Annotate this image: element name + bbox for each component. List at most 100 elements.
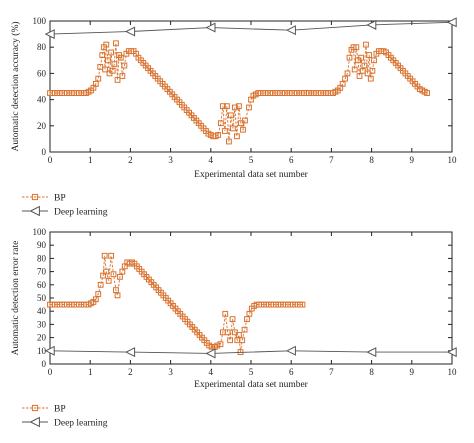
- y-tick-label: 80: [37, 253, 47, 263]
- legend-label-dl: Deep learning: [54, 208, 108, 218]
- bp-point: [353, 44, 360, 51]
- y-tick-label: 60: [37, 68, 47, 78]
- bp-point: [344, 70, 351, 77]
- x-tick-label: 10: [448, 155, 458, 165]
- series-dl: [44, 345, 457, 359]
- y-tick-label: 90: [37, 240, 47, 250]
- bp-point: [100, 272, 106, 279]
- x-tick-label: 7: [329, 367, 334, 377]
- bp-point: [95, 291, 102, 297]
- bp-point: [101, 252, 108, 259]
- bp-point: [95, 75, 102, 82]
- y-tick-label: 100: [33, 227, 47, 237]
- bp-point: [361, 62, 368, 69]
- x-tick-label: 10: [448, 367, 458, 377]
- bp-point: [217, 341, 224, 348]
- bp-point: [222, 310, 229, 317]
- bp-point: [208, 343, 215, 350]
- dl-point: [205, 348, 216, 359]
- y-tick-label: 100: [33, 16, 47, 26]
- bp-point: [119, 73, 126, 79]
- chart-2: 0 1 2 3 4 5 6 7 8 9 100102030405060708090100Experi…: [11, 227, 457, 429]
- bp-point: [242, 117, 248, 124]
- legend-marker-bp: [31, 404, 39, 412]
- bp-point: [119, 268, 126, 275]
- bp-point: [103, 268, 110, 275]
- bp-point: [110, 271, 117, 278]
- plot-frame: [49, 20, 453, 153]
- bp-point: [223, 103, 230, 110]
- bp-point: [227, 337, 233, 344]
- bp-point: [236, 332, 242, 338]
- bp-point: [219, 103, 226, 110]
- legend-label-bp: BP: [54, 405, 66, 415]
- y-tick-label: 20: [37, 121, 47, 131]
- legend: BP Deep learning: [22, 405, 108, 429]
- x-tick-label: 3: [168, 367, 173, 377]
- x-tick-label: 5: [249, 155, 254, 165]
- bp-point: [424, 90, 430, 96]
- x-tick-label: 4: [209, 155, 214, 165]
- bp-point: [241, 326, 248, 333]
- bp-point: [246, 310, 253, 317]
- bp-point: [221, 128, 228, 134]
- bp-point: [108, 252, 115, 259]
- bp-point: [371, 57, 377, 64]
- bp-point: [228, 112, 234, 119]
- series-dl: [44, 17, 457, 40]
- bp-point: [105, 277, 112, 284]
- bp-point: [229, 316, 236, 323]
- dl-line: [49, 350, 452, 354]
- bp-point: [102, 66, 108, 73]
- bp-point: [99, 52, 106, 58]
- y-axis-label: Automatic detection accuracy (%): [10, 21, 21, 151]
- bp-point: [236, 103, 242, 110]
- dl-point: [125, 26, 136, 37]
- x-tick-label: 6: [289, 155, 294, 165]
- legend-label-bp: BP: [54, 194, 66, 204]
- dl-point: [205, 22, 216, 33]
- bp-line: [50, 43, 428, 142]
- x-axis-label: Experimental data set number: [194, 380, 309, 390]
- bp-point: [356, 73, 363, 79]
- y-tick-label: 50: [37, 293, 47, 303]
- bp-point: [113, 40, 119, 47]
- bp-point: [103, 41, 110, 48]
- bp-point: [214, 342, 221, 349]
- bp-point: [246, 104, 252, 111]
- bp-point: [369, 67, 376, 74]
- dl-point: [285, 25, 296, 36]
- bp-point: [239, 337, 246, 344]
- x-tick-label: 2: [128, 155, 133, 165]
- bp-point: [114, 77, 121, 83]
- bp-point: [230, 125, 236, 132]
- bp-point: [363, 41, 369, 48]
- bp-point: [97, 281, 104, 288]
- y-tick-label: 40: [37, 95, 47, 105]
- bp-point: [117, 54, 124, 61]
- y-tick-label: 30: [37, 319, 47, 329]
- bp-line: [50, 255, 303, 353]
- bp-point: [351, 66, 358, 73]
- dl-point: [44, 29, 55, 40]
- y-tick-label: 0: [42, 359, 47, 369]
- bp-point: [225, 138, 232, 145]
- bp-point: [109, 67, 116, 74]
- dl-line: [49, 21, 453, 35]
- y-tick-label: 60: [37, 280, 47, 290]
- dl-point: [366, 19, 377, 30]
- x-tick-label: 1: [88, 367, 93, 377]
- x-tick-label: 1: [88, 155, 93, 165]
- bp-point: [367, 75, 374, 82]
- bp-point: [366, 52, 373, 58]
- legend: BP Deep learning: [22, 194, 108, 218]
- x-tick-label: 9: [410, 155, 415, 165]
- x-tick-label: 9: [410, 367, 415, 377]
- dl-point: [366, 347, 377, 358]
- dl-point: [44, 345, 55, 356]
- dl-point: [125, 347, 136, 358]
- bp-point: [215, 132, 221, 138]
- y-tick-label: 20: [37, 333, 47, 343]
- bp-point: [104, 57, 111, 64]
